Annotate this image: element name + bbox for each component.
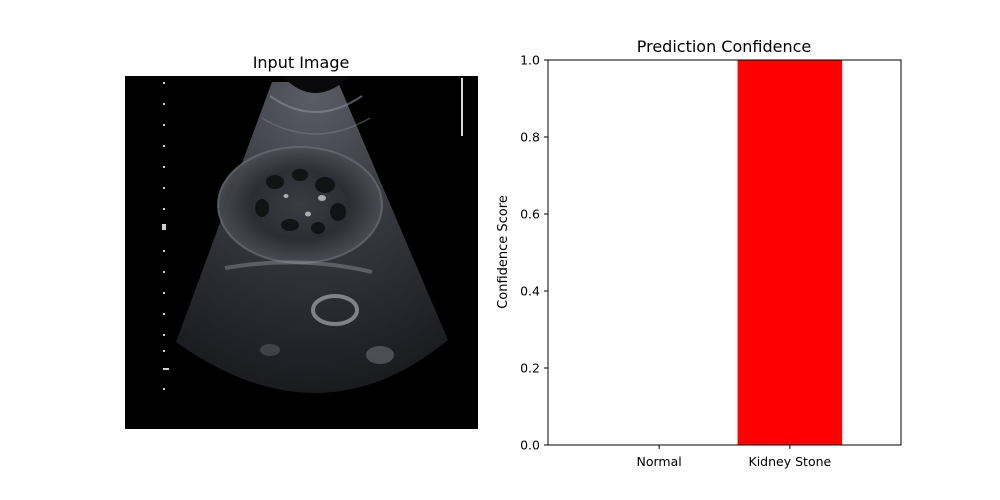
x-tick-label-normal: Normal [637, 454, 682, 469]
echogenic-spots [283, 194, 326, 217]
plot-frame [547, 59, 902, 446]
depth-scale [162, 82, 169, 390]
kidney-region [218, 147, 382, 263]
confidence-chart: Prediction Confidence 0.0 0.2 0.4 0.6 0.… [496, 37, 902, 469]
bar-kidney-stone [737, 60, 843, 445]
y-tick-label: 0.8 [520, 130, 540, 145]
chart-title: Prediction Confidence [637, 37, 812, 56]
y-axis-label: Confidence Score [496, 195, 511, 309]
probe-arcs [269, 95, 363, 113]
y-tick-label: 0.0 [520, 438, 540, 453]
y-tick-label: 0.4 [520, 284, 540, 299]
image-panel: Input Image [125, 53, 478, 429]
x-tick-label-kidney-stone: Kidney Stone [749, 454, 832, 469]
x-axis: Normal Kidney Stone [637, 445, 832, 469]
lower-structures [224, 260, 394, 364]
probe-artifact [282, 76, 350, 93]
y-tick-label: 1.0 [520, 53, 540, 68]
y-axis: 0.0 0.2 0.4 0.6 0.8 1.0 Confidence Score [496, 53, 548, 453]
image-panel-title: Input Image [253, 53, 350, 72]
ultrasound-image [125, 76, 478, 429]
depth-marker-bar [461, 78, 463, 136]
bars [737, 60, 843, 445]
y-tick-label: 0.6 [520, 207, 540, 222]
calyx-spots [255, 169, 346, 234]
y-tick-label: 0.2 [520, 361, 540, 376]
